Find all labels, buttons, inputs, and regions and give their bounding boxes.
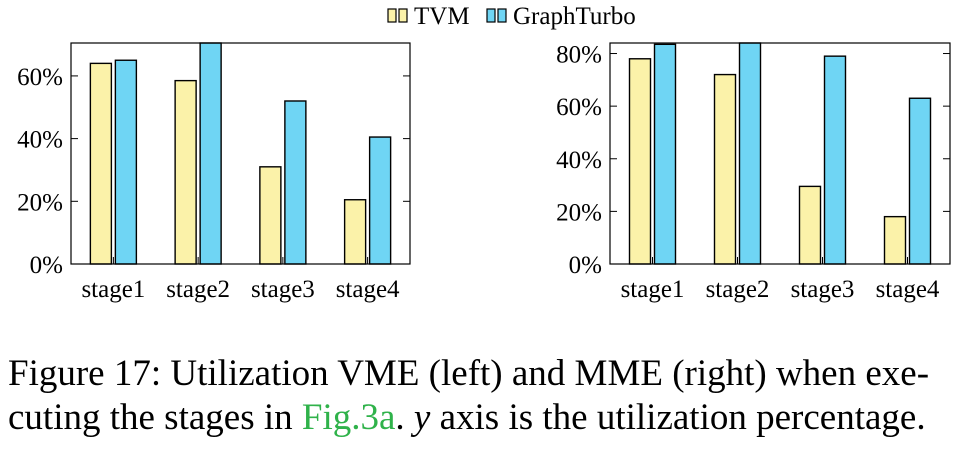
y-tick-label: 60% bbox=[556, 94, 602, 121]
bar-tvm-stage1 bbox=[89, 62, 113, 265]
x-tick-label-stage3: stage3 bbox=[791, 276, 855, 303]
bar-tvm-stage3 bbox=[798, 185, 822, 265]
legend: TVM GraphTurbo bbox=[387, 3, 636, 30]
caption-y-variable: y bbox=[413, 397, 431, 438]
y-tick-label: 40% bbox=[556, 147, 602, 174]
y-tick-label: 20% bbox=[17, 189, 63, 216]
y-tick-label: 60% bbox=[17, 64, 63, 91]
x-tick-label-stage4: stage4 bbox=[336, 276, 400, 303]
y-tick-label: 20% bbox=[556, 199, 602, 226]
bar-graphturbo-stage2 bbox=[199, 42, 222, 265]
bar-tvm-stage4 bbox=[883, 215, 907, 265]
caption-line1: Figure 17: Utilization VME (left) and MM… bbox=[8, 353, 930, 394]
bar-graphturbo-stage2 bbox=[738, 42, 762, 265]
bar-tvm-stage1 bbox=[628, 58, 652, 265]
y-tick-label: 0% bbox=[569, 252, 602, 279]
y-tick-label: 40% bbox=[17, 127, 63, 154]
caption-after-ref: . bbox=[395, 397, 414, 438]
bar-graphturbo-stage3 bbox=[823, 55, 847, 265]
x-tick-label-stage4: stage4 bbox=[876, 276, 940, 303]
y-tick-label: 80% bbox=[556, 42, 602, 69]
bar-graphturbo-stage1 bbox=[653, 43, 677, 265]
bar-tvm-stage4 bbox=[343, 199, 367, 265]
legend-swatch-tvm bbox=[387, 8, 397, 23]
caption-suffix: axis is the utilization percentage. bbox=[430, 397, 926, 438]
x-tick-label-stage1: stage1 bbox=[81, 276, 145, 303]
plot-frame bbox=[609, 42, 951, 265]
x-tick-label-stage3: stage3 bbox=[251, 276, 315, 303]
plot-frame bbox=[70, 42, 411, 265]
legend-swatch-tvm-2 bbox=[398, 8, 408, 23]
legend-swatch-graphturbo-2 bbox=[497, 8, 507, 23]
legend-label-tvm: TVM bbox=[414, 3, 470, 30]
x-tick-label-stage2: stage2 bbox=[166, 276, 230, 303]
chart-vme: 0% 20% 40% 60% stage1 stage2 stage3 stage4 bbox=[17, 42, 411, 303]
y-tick-label: 0% bbox=[30, 252, 63, 279]
bar-tvm-stage3 bbox=[259, 166, 282, 265]
figure-reference-link[interactable]: Fig.3a bbox=[301, 397, 396, 438]
bar-graphturbo-stage3 bbox=[284, 100, 307, 265]
bar-graphturbo-stage4 bbox=[908, 97, 932, 265]
x-tick-label-stage2: stage2 bbox=[706, 276, 770, 303]
x-tick-label-stage1: stage1 bbox=[621, 276, 685, 303]
chart-mme: 0% 20% 40% 60% 80% stage1 stage2 stage3 stage4 bbox=[556, 42, 951, 303]
figure-caption: Figure 17: Utilization VME (left) and MM… bbox=[8, 352, 968, 440]
bar-tvm-stage2 bbox=[174, 79, 197, 265]
bar-tvm-stage2 bbox=[713, 73, 737, 265]
legend-label-graphturbo: GraphTurbo bbox=[513, 3, 636, 30]
legend-swatch-graphturbo bbox=[486, 8, 496, 23]
figure: TVM GraphTurbo 0% 20% 40% 60% stage1 stage2 sta… bbox=[17, 3, 951, 303]
caption-line2-start: cuting the stages in bbox=[8, 397, 302, 438]
bar-graphturbo-stage1 bbox=[114, 59, 138, 265]
bar-graphturbo-stage4 bbox=[368, 136, 392, 265]
